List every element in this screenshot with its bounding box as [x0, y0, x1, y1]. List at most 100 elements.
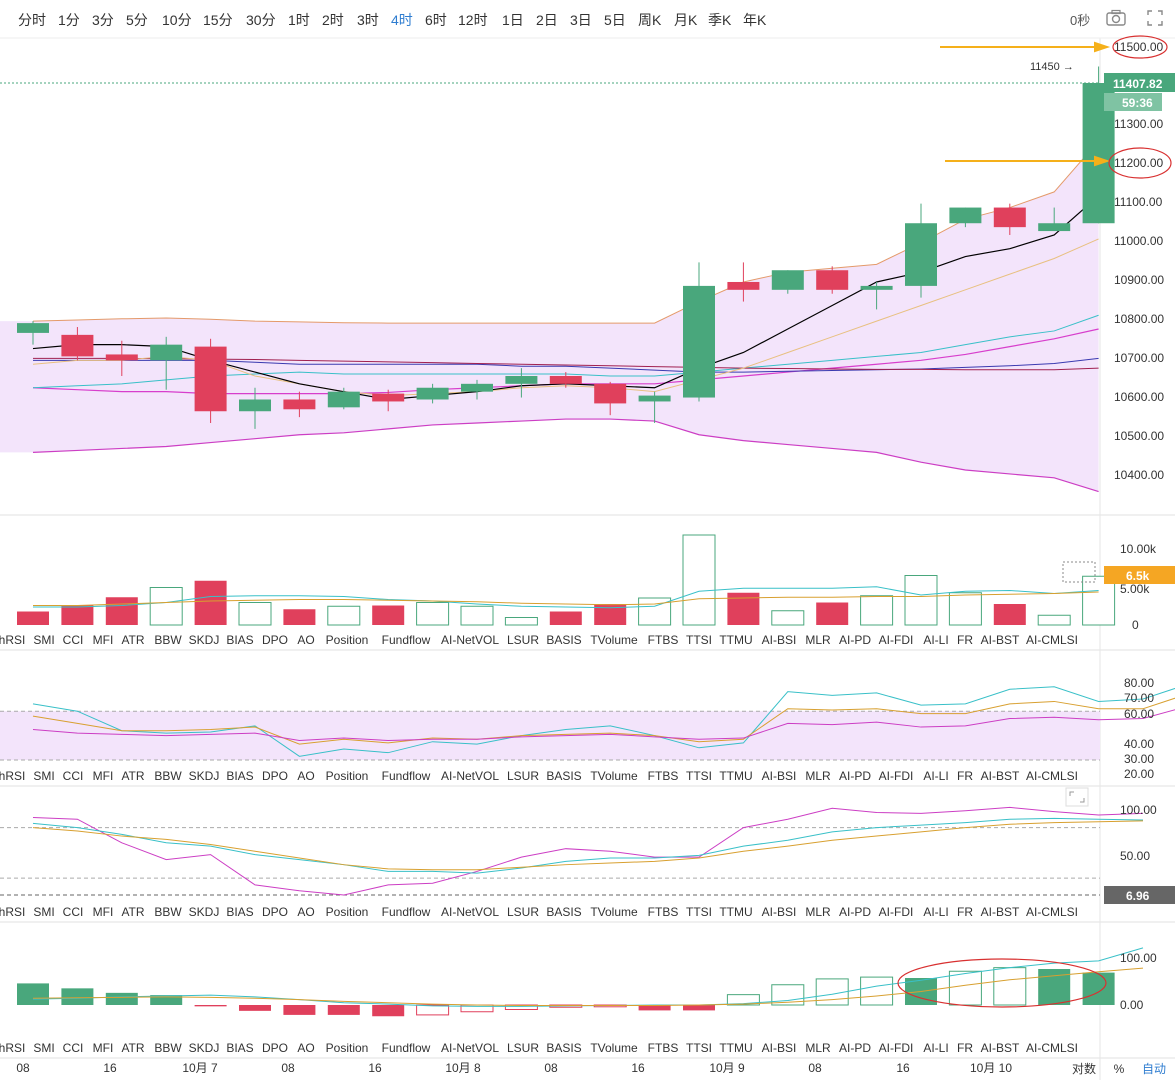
timeframe-14[interactable]: 2日 [536, 12, 558, 28]
indicator-label-ftbs[interactable]: FTBS [648, 633, 679, 647]
indicator-label-ai-bsi[interactable]: AI-BSI [762, 633, 797, 647]
indicator-label-position[interactable]: Position [326, 633, 369, 647]
candle[interactable] [283, 391, 316, 418]
percent-scale-toggle[interactable]: % [1114, 1062, 1125, 1076]
indicator-label-ai-bst[interactable]: AI-BST [981, 1041, 1020, 1055]
indicator-label-ai-bsi[interactable]: AI-BSI [762, 905, 797, 919]
indicator-label-lsur[interactable]: LSUR [507, 1041, 539, 1055]
indicator-label-basis[interactable]: BASIS [546, 769, 581, 783]
indicator-label-lsur[interactable]: LSUR [507, 905, 539, 919]
indicator-label-mfi[interactable]: MFI [93, 633, 114, 647]
candle[interactable] [327, 387, 360, 410]
indicator-label-ttsi[interactable]: TTSI [686, 633, 712, 647]
indicator-label-skdj[interactable]: SKDJ [189, 633, 220, 647]
candle[interactable] [816, 266, 849, 294]
indicator-label-ai-bst[interactable]: AI-BST [981, 769, 1020, 783]
indicator-label-position[interactable]: Position [326, 769, 369, 783]
indicator-label-skdj[interactable]: SKDJ [189, 905, 220, 919]
candle[interactable] [727, 262, 760, 302]
indicator-label-bias[interactable]: BIAS [226, 633, 253, 647]
timeframe-9[interactable]: 3时 [357, 12, 379, 28]
indicator-label-ai-netvol[interactable]: AI-NetVOL [441, 769, 499, 783]
indicator-label-dpo[interactable]: DPO [262, 1041, 288, 1055]
indicator-label-ao[interactable]: AO [297, 633, 314, 647]
indicator-label-ao[interactable]: AO [297, 769, 314, 783]
timeframe-12[interactable]: 12时 [458, 12, 488, 28]
indicator-label-ai-bsi[interactable]: AI-BSI [762, 769, 797, 783]
indicator-label-tvolume[interactable]: TVolume [590, 769, 638, 783]
indicator-label-dpo[interactable]: DPO [262, 905, 288, 919]
timeframe-10[interactable]: 4时 [391, 12, 413, 28]
indicator-label-bbw[interactable]: BBW [154, 1041, 182, 1055]
indicator-label-ai-bst[interactable]: AI-BST [981, 905, 1020, 919]
indicator-label-lsur[interactable]: LSUR [507, 633, 539, 647]
indicator-label-ai-bsi[interactable]: AI-BSI [762, 1041, 797, 1055]
indicator-label-ai-fdi[interactable]: AI-FDI [879, 633, 914, 647]
indicator-label-smi[interactable]: SMI [33, 905, 54, 919]
indicator-label-ttsi[interactable]: TTSI [686, 769, 712, 783]
candle[interactable] [61, 327, 94, 361]
indicator-label-ai-cmlsi[interactable]: AI-CMLSI [1026, 769, 1078, 783]
indicator-label-cci[interactable]: CCI [63, 905, 84, 919]
indicator-label-ai-pd[interactable]: AI-PD [839, 633, 871, 647]
indicator-label-ttmu[interactable]: TTMU [719, 769, 752, 783]
indicator-label-mlr[interactable]: MLR [805, 769, 831, 783]
indicator-label-ai-cmlsi[interactable]: AI-CMLSI [1026, 905, 1078, 919]
timeframe-16[interactable]: 5日 [604, 12, 626, 28]
timeframe-7[interactable]: 1时 [288, 12, 310, 28]
timeframe-8[interactable]: 2时 [322, 12, 344, 28]
indicator-label-ai-li[interactable]: AI-LI [923, 1041, 948, 1055]
indicator-label-atr[interactable]: ATR [121, 905, 144, 919]
candle[interactable] [638, 391, 671, 423]
candle[interactable] [594, 381, 627, 416]
indicator-label-fundflow[interactable]: Fundflow [382, 769, 431, 783]
indicator-label-bias[interactable]: BIAS [226, 769, 253, 783]
timeframe-18[interactable]: 月K [674, 12, 698, 28]
indicator-label-lsur[interactable]: LSUR [507, 769, 539, 783]
indicator-label-ftbs[interactable]: FTBS [648, 1041, 679, 1055]
indicator-label-fr[interactable]: FR [957, 905, 973, 919]
indicator-label-smi[interactable]: SMI [33, 769, 54, 783]
timeframe-4[interactable]: 10分 [162, 12, 192, 28]
indicator-label-dpo[interactable]: DPO [262, 633, 288, 647]
indicator-label-bias[interactable]: BIAS [226, 1041, 253, 1055]
indicator-label-ai-fdi[interactable]: AI-FDI [879, 769, 914, 783]
indicator-label-skdj[interactable]: SKDJ [189, 1041, 220, 1055]
indicator-label-fr[interactable]: FR [957, 769, 973, 783]
indicator-label-hrsi[interactable]: hRSI [0, 633, 25, 647]
indicator-label-bias[interactable]: BIAS [226, 905, 253, 919]
indicator-label-mfi[interactable]: MFI [93, 1041, 114, 1055]
candle[interactable] [105, 340, 138, 376]
indicator-label-ai-cmlsi[interactable]: AI-CMLSI [1026, 633, 1078, 647]
indicator-label-atr[interactable]: ATR [121, 1041, 144, 1055]
indicator-label-mlr[interactable]: MLR [805, 1041, 831, 1055]
indicator-label-ttmu[interactable]: TTMU [719, 633, 752, 647]
indicator-label-ttmu[interactable]: TTMU [719, 905, 752, 919]
timeframe-3[interactable]: 5分 [126, 12, 148, 28]
candle[interactable] [239, 387, 271, 429]
indicator-label-smi[interactable]: SMI [33, 633, 54, 647]
indicator-label-cci[interactable]: CCI [63, 769, 84, 783]
candle[interactable] [683, 262, 715, 402]
indicator-label-ai-cmlsi[interactable]: AI-CMLSI [1026, 1041, 1078, 1055]
candle[interactable] [150, 336, 183, 390]
indicator-label-hrsi[interactable]: hRSI [0, 769, 25, 783]
candle[interactable] [549, 372, 582, 388]
candle[interactable] [194, 338, 227, 423]
indicator-label-basis[interactable]: BASIS [546, 905, 581, 919]
indicator-label-atr[interactable]: ATR [121, 633, 144, 647]
camera-icon[interactable] [1106, 9, 1126, 27]
indicator-label-mfi[interactable]: MFI [93, 769, 114, 783]
candle[interactable] [860, 281, 893, 310]
candle[interactable] [17, 321, 49, 345]
candle[interactable] [416, 383, 449, 404]
indicator-label-tvolume[interactable]: TVolume [590, 633, 638, 647]
indicator-label-ai-netvol[interactable]: AI-NetVOL [441, 633, 499, 647]
indicator-label-cci[interactable]: CCI [63, 633, 84, 647]
indicator-label-ao[interactable]: AO [297, 905, 314, 919]
indicator-label-ai-li[interactable]: AI-LI [923, 905, 948, 919]
timeframe-11[interactable]: 6时 [425, 12, 447, 28]
timeframe-17[interactable]: 周K [638, 12, 662, 28]
indicator-label-ai-fdi[interactable]: AI-FDI [879, 1041, 914, 1055]
